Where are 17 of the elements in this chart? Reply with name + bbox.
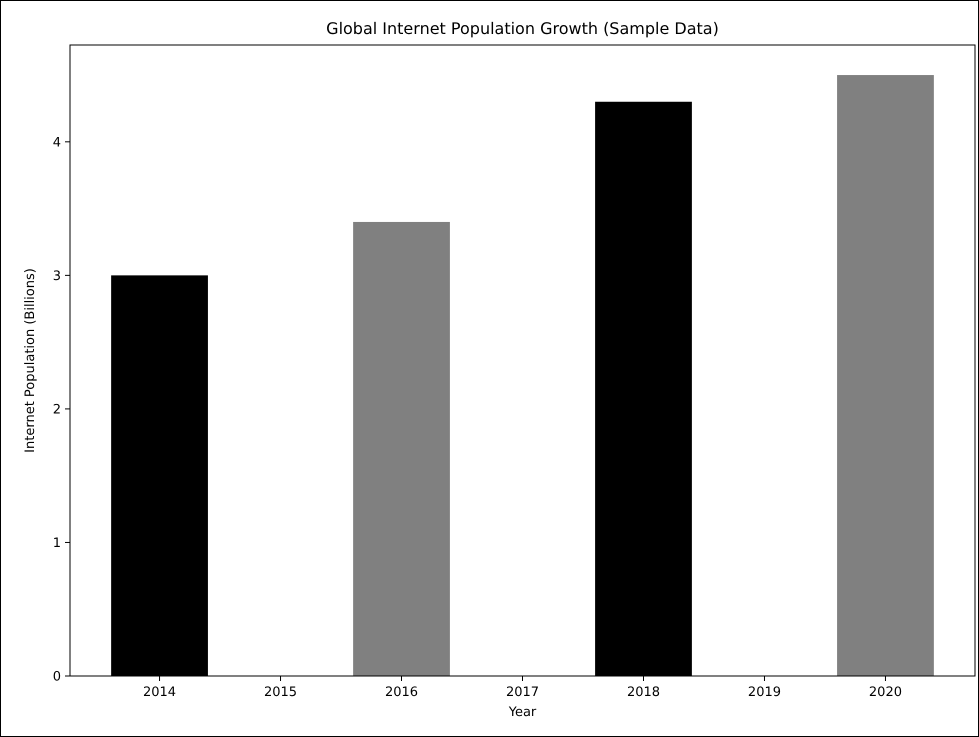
y-axis-title: Internet Population (Billions) <box>23 268 38 453</box>
y-tick-label: 4 <box>52 135 61 150</box>
bar <box>837 75 934 676</box>
x-tick-label: 2017 <box>506 685 540 700</box>
x-tick-label: 2014 <box>142 685 176 700</box>
chart-title: Global Internet Population Growth (Sample Data) <box>326 19 719 38</box>
y-tick-label: 0 <box>52 670 61 684</box>
bar <box>353 222 450 676</box>
y-tick-label: 1 <box>52 536 61 551</box>
x-tick-label: 2019 <box>748 685 782 700</box>
x-axis-title: Year <box>508 705 537 720</box>
x-tick-label: 2018 <box>626 685 660 700</box>
x-tick-label: 2015 <box>264 685 298 700</box>
y-tick-label: 3 <box>52 268 61 284</box>
x-tick-label: 2016 <box>384 685 418 700</box>
y-tick-label: 2 <box>52 402 61 418</box>
x-tick-label: 2020 <box>868 685 902 700</box>
